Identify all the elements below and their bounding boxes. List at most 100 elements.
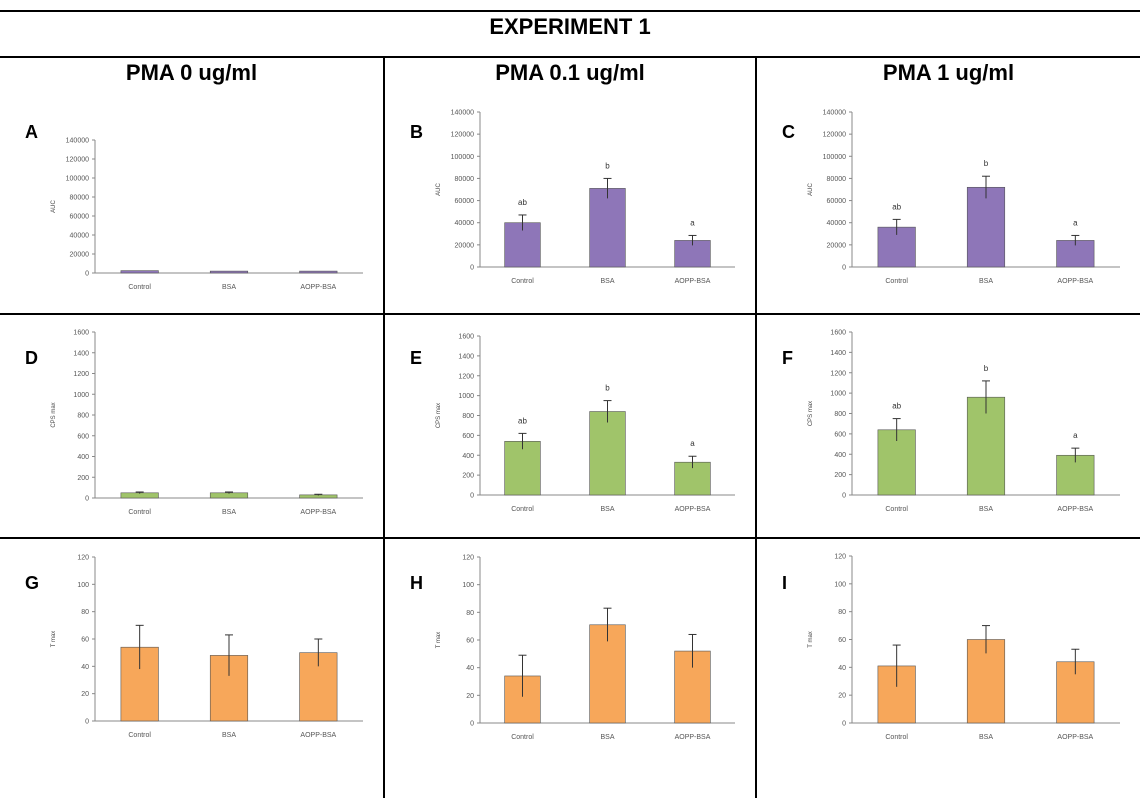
y-tick-label: 0 xyxy=(470,265,474,272)
y-tick-label: 0 xyxy=(842,721,846,728)
column-title-pma-1: PMA 1 ug/ml xyxy=(882,60,1015,85)
significance-letter: ab xyxy=(892,402,901,411)
panel-letter: I xyxy=(782,573,787,593)
y-tick-label: 200 xyxy=(77,475,89,482)
y-axis-label: AUC xyxy=(436,183,442,196)
y-axis-label: CPS max xyxy=(436,403,442,428)
chart-panel-a: A 0 20000 40000 60000 80000 100000 120000 140000… xyxy=(0,92,383,312)
panel-letter: A xyxy=(25,122,38,142)
y-tick-label: 800 xyxy=(462,413,474,420)
panel-letter: H xyxy=(410,573,423,593)
significance-letter: b xyxy=(605,161,610,170)
panel-letter: F xyxy=(782,348,793,368)
y-tick-label: 20 xyxy=(466,693,474,700)
x-tick-label: Control xyxy=(885,278,908,285)
chart-svg-h: H 0 20 40 60 80 100 120 T max Control BSA AOPP-BSA xyxy=(410,555,735,741)
y-tick-label: 1600 xyxy=(73,330,89,337)
y-tick-label: 60 xyxy=(838,637,846,644)
y-tick-label: 800 xyxy=(834,411,846,418)
x-tick-label: Control xyxy=(885,734,908,741)
y-tick-label: 1000 xyxy=(73,392,89,399)
chart-svg-i: I 0 20 40 60 80 100 120 T max Control BSA AOPP-BSA xyxy=(782,554,1120,741)
chart-panel-d: D 0 200 400 600 800 1000 1200 1400 1600 CPS max Con… xyxy=(0,318,383,536)
header-rule xyxy=(0,56,1140,58)
y-axis-label: T max xyxy=(436,632,442,649)
x-tick-label: Control xyxy=(511,506,534,513)
y-tick-label: 60000 xyxy=(70,214,90,221)
y-tick-label: 100 xyxy=(834,581,846,588)
y-tick-label: 60000 xyxy=(827,198,847,205)
column-title-pma-0: PMA 0 ug/ml xyxy=(125,60,258,85)
chart-panel-b: B 0 20000 40000 60000 80000 100000 120000 140000… xyxy=(385,92,755,312)
y-tick-label: 80 xyxy=(838,609,846,616)
y-tick-label: 200 xyxy=(462,473,474,480)
x-tick-label: Control xyxy=(511,734,534,741)
y-tick-label: 20000 xyxy=(70,252,90,259)
chart-panel-i: I 0 20 40 60 80 100 120 T max Control BSA AOPP-BSA xyxy=(757,543,1140,793)
y-tick-label: 100 xyxy=(462,582,474,589)
column-title-pma-0-1: PMA 0.1 ug/ml xyxy=(495,60,645,85)
y-axis-label: AUC xyxy=(808,183,814,196)
column-divider-1 xyxy=(383,56,385,798)
x-tick-label: BSA xyxy=(600,506,614,513)
y-tick-label: 1600 xyxy=(830,330,846,337)
y-tick-label: 0 xyxy=(470,721,474,728)
x-tick-label: BSA xyxy=(222,509,236,516)
y-tick-label: 20 xyxy=(838,693,846,700)
significance-letter: ab xyxy=(518,198,527,207)
y-tick-label: 1200 xyxy=(458,373,474,380)
y-tick-label: 80000 xyxy=(70,195,90,202)
x-tick-label: BSA xyxy=(222,284,236,291)
y-tick-label: 140000 xyxy=(823,110,846,117)
y-tick-label: 800 xyxy=(77,413,89,420)
y-tick-label: 100000 xyxy=(823,154,846,161)
y-axis-label: T max xyxy=(51,631,57,648)
y-tick-label: 1400 xyxy=(458,353,474,360)
y-tick-label: 100 xyxy=(77,582,89,589)
y-tick-label: 600 xyxy=(834,431,846,438)
y-tick-label: 60000 xyxy=(455,198,475,205)
y-tick-label: 600 xyxy=(77,433,89,440)
y-axis-label: AUC xyxy=(51,200,57,213)
panel-letter: C xyxy=(782,122,795,142)
panel-letter: E xyxy=(410,348,422,368)
y-tick-label: 0 xyxy=(470,493,474,500)
x-tick-label: BSA xyxy=(979,278,993,285)
y-tick-label: 400 xyxy=(834,452,846,459)
y-tick-label: 200 xyxy=(834,472,846,479)
column-divider-2 xyxy=(755,56,757,798)
y-tick-label: 40000 xyxy=(70,233,90,240)
y-tick-label: 100000 xyxy=(66,176,89,183)
y-tick-label: 0 xyxy=(842,265,846,272)
chart-panel-c: C 0 20000 40000 60000 80000 100000 120000 140000… xyxy=(757,92,1140,312)
row-divider-2 xyxy=(0,537,1140,539)
significance-letter: a xyxy=(1073,218,1078,227)
x-tick-label: AOPP-BSA xyxy=(300,509,336,516)
x-tick-label: AOPP-BSA xyxy=(675,278,711,285)
y-tick-label: 0 xyxy=(85,271,89,278)
y-tick-label: 60 xyxy=(466,638,474,645)
y-tick-label: 120000 xyxy=(823,132,846,139)
chart-svg-b: B 0 20000 40000 60000 80000 100000 120000 140000… xyxy=(410,110,735,285)
y-tick-label: 120000 xyxy=(66,157,89,164)
chart-panel-g: G 0 20 40 60 80 100 120 T max Control BSA AOPP-BSA xyxy=(0,543,383,793)
y-tick-label: 400 xyxy=(77,454,89,461)
y-tick-label: 0 xyxy=(85,496,89,503)
significance-letter: b xyxy=(984,159,989,168)
y-tick-label: 1400 xyxy=(830,350,846,357)
significance-letter: a xyxy=(690,439,695,448)
y-tick-label: 20000 xyxy=(827,242,847,249)
y-tick-label: 40 xyxy=(838,665,846,672)
y-axis-label: CPS max xyxy=(51,402,57,427)
y-tick-label: 600 xyxy=(462,433,474,440)
bar xyxy=(209,270,249,274)
y-tick-label: 0 xyxy=(842,493,846,500)
bar xyxy=(589,188,626,268)
y-tick-label: 140000 xyxy=(451,110,474,117)
y-tick-label: 1600 xyxy=(458,334,474,341)
significance-letter: a xyxy=(690,218,695,227)
significance-letter: a xyxy=(1073,431,1078,440)
chart-panel-h: H 0 20 40 60 80 100 120 T max Control BSA AOPP-BSA xyxy=(385,543,755,793)
